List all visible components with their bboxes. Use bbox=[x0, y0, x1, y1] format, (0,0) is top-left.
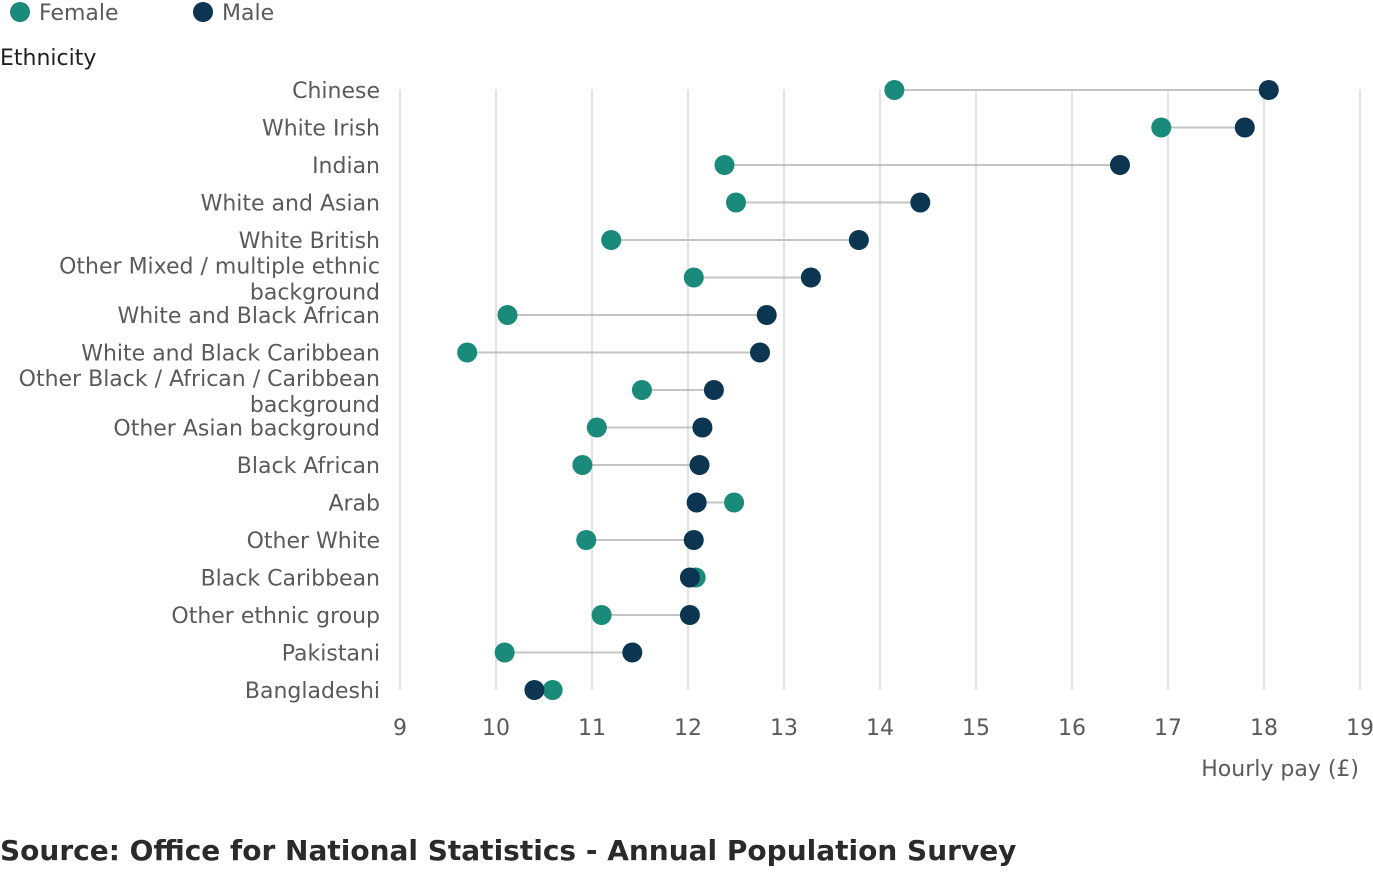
x-tick-label: 10 bbox=[482, 716, 510, 741]
male-point bbox=[750, 342, 770, 363]
legend-swatch-female bbox=[10, 2, 30, 22]
category-label: Other Mixed / multiple ethnic background bbox=[59, 255, 380, 306]
female-point bbox=[726, 192, 746, 213]
female-series bbox=[457, 80, 1172, 700]
category-label: Other ethnic group bbox=[171, 604, 380, 629]
male-point bbox=[686, 492, 707, 513]
female-point bbox=[1151, 117, 1172, 138]
category-label: White British bbox=[239, 229, 380, 254]
category-labels: Chinese White Irish Indian White and Asian W… bbox=[19, 79, 380, 704]
female-point bbox=[724, 492, 745, 513]
female-point bbox=[576, 530, 597, 550]
x-tick-label: 18 bbox=[1250, 716, 1278, 741]
male-point bbox=[910, 192, 931, 213]
category-label: Bangladeshi bbox=[245, 679, 380, 704]
category-label: Indian bbox=[312, 154, 380, 179]
female-point bbox=[601, 230, 622, 250]
x-tick-label: 15 bbox=[962, 716, 990, 741]
category-label: Chinese bbox=[292, 79, 380, 104]
x-tick-label: 19 bbox=[1346, 716, 1373, 741]
x-tick-label: 16 bbox=[1058, 716, 1086, 741]
female-point bbox=[683, 267, 704, 288]
x-tick-label: 12 bbox=[674, 716, 702, 741]
legend-label-female: Female bbox=[39, 1, 119, 26]
category-label: Other Asian background bbox=[113, 417, 380, 442]
male-point bbox=[848, 230, 869, 250]
male-point bbox=[622, 642, 643, 663]
legend: Female Male bbox=[10, 1, 274, 26]
connectors bbox=[467, 89, 1269, 691]
category-label: White Irish bbox=[262, 117, 380, 142]
male-point bbox=[800, 267, 821, 288]
x-axis-title: Hourly pay (£) bbox=[1201, 757, 1359, 782]
category-label: White and Black Caribbean bbox=[81, 342, 380, 367]
category-label: Black Caribbean bbox=[201, 567, 380, 592]
female-point bbox=[497, 305, 518, 325]
female-point bbox=[591, 605, 612, 625]
source-note: Source: Office for National Statistics -… bbox=[0, 834, 1017, 867]
category-label: Black African bbox=[237, 454, 380, 479]
x-axis-ticks: 9 10 11 12 13 14 15 16 17 18 19 bbox=[393, 716, 1373, 741]
category-label: Other White bbox=[247, 529, 380, 554]
category-label: White and Asian bbox=[201, 192, 380, 217]
male-point bbox=[524, 680, 545, 700]
female-point bbox=[542, 680, 563, 700]
female-point bbox=[884, 80, 905, 100]
male-point bbox=[703, 380, 724, 400]
female-point bbox=[494, 642, 515, 663]
x-tick-label: 9 bbox=[393, 716, 407, 741]
female-point bbox=[572, 455, 593, 475]
male-point bbox=[689, 455, 710, 475]
category-label: Pakistani bbox=[282, 642, 380, 667]
male-point bbox=[679, 605, 700, 625]
x-tick-label: 17 bbox=[1154, 716, 1182, 741]
male-point bbox=[692, 417, 713, 438]
x-tick-label: 14 bbox=[866, 716, 894, 741]
gridlines bbox=[399, 90, 1361, 690]
male-point bbox=[756, 305, 777, 325]
female-point bbox=[714, 155, 735, 175]
male-point bbox=[1234, 117, 1255, 138]
female-point bbox=[457, 342, 478, 363]
y-axis-title: Ethnicity bbox=[0, 46, 96, 71]
male-point bbox=[1110, 155, 1130, 175]
legend-swatch-male bbox=[193, 2, 213, 22]
x-tick-label: 11 bbox=[578, 716, 606, 741]
legend-label-male: Male bbox=[222, 1, 274, 26]
male-point bbox=[1258, 80, 1279, 100]
category-label: Arab bbox=[328, 492, 380, 517]
male-series bbox=[524, 80, 1279, 700]
category-label: Other Black / African / Caribbean backgro… bbox=[19, 367, 380, 418]
male-point bbox=[683, 530, 704, 550]
category-label: White and Black African bbox=[117, 304, 380, 329]
male-point bbox=[679, 567, 700, 588]
female-point bbox=[586, 417, 607, 438]
female-point bbox=[631, 380, 652, 400]
x-tick-label: 13 bbox=[770, 716, 798, 741]
